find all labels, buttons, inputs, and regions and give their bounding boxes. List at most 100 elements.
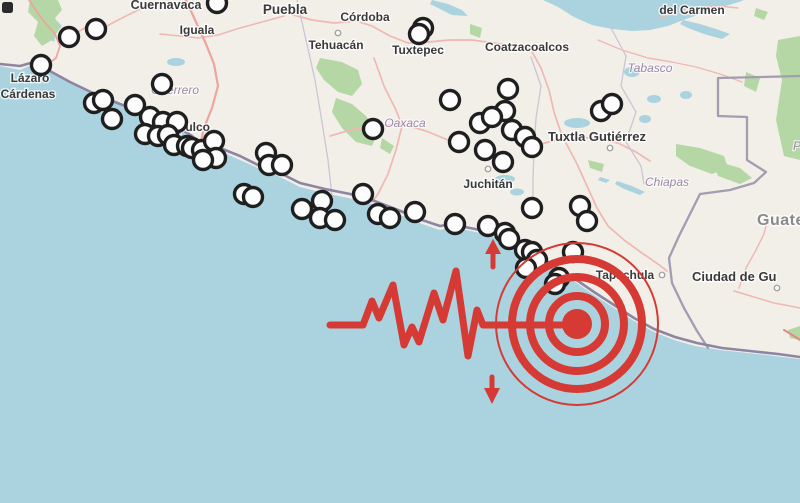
earthquake-marker[interactable] (447, 130, 471, 154)
epicenter-ring (545, 292, 609, 356)
map-label: Chiapas (645, 175, 689, 189)
earthquake-marker[interactable] (205, 0, 229, 15)
epicenter-ring (526, 273, 628, 375)
lake (680, 91, 692, 99)
earthquake-marker[interactable] (520, 135, 544, 159)
earthquake-marker[interactable] (378, 206, 402, 230)
earthquake-marker[interactable] (57, 25, 81, 49)
map-label: Córdoba (340, 10, 390, 24)
earthquake-marker[interactable] (84, 17, 108, 41)
country-border (667, 74, 800, 350)
town-dot (606, 144, 614, 152)
earthquake-marker[interactable] (491, 150, 515, 174)
road (28, 0, 61, 65)
earthquake-marker[interactable] (403, 200, 427, 224)
up-arrow-icon (485, 239, 501, 254)
road (371, 57, 403, 203)
lake (167, 58, 185, 66)
forest-area (776, 36, 800, 160)
road (289, 13, 531, 49)
map-label: Puebla (263, 2, 308, 17)
lake (495, 175, 515, 183)
lake (598, 177, 610, 183)
earthquake-marker[interactable] (520, 196, 544, 220)
town-dot (484, 165, 492, 173)
road (657, 5, 739, 19)
map-label: Pe (793, 139, 800, 153)
lake (564, 118, 590, 128)
road (529, 47, 565, 142)
forest-area (754, 8, 768, 20)
lake (510, 188, 524, 196)
forest-area (788, 326, 800, 340)
lake (680, 20, 730, 39)
earthquake-marker[interactable] (191, 148, 215, 172)
map-label: Oaxaca (384, 116, 426, 130)
earthquake-marker[interactable] (290, 197, 314, 221)
earthquake-marker[interactable] (438, 88, 462, 112)
map-label: Tuxtla Gutiérrez (548, 129, 647, 144)
gulf-of-mexico (543, 0, 744, 31)
lake (615, 181, 645, 195)
map-label: Cuernavaca (131, 0, 203, 12)
earthquake-marker[interactable] (600, 92, 624, 116)
earthquake-marker[interactable] (407, 22, 431, 46)
map-label: Ciudad de Gu (692, 269, 777, 284)
epicenter-dot (562, 309, 592, 339)
earthquake-marker[interactable] (323, 208, 347, 232)
pacific-ocean (0, 64, 800, 503)
town-dot (658, 271, 666, 279)
map-label: Tabasco (628, 61, 673, 75)
road (783, 329, 800, 341)
earthquake-marker[interactable] (123, 93, 147, 117)
road (565, 142, 668, 272)
earthquake-marker[interactable] (100, 107, 124, 131)
corner-artifact-badge (2, 2, 13, 13)
road (733, 290, 800, 309)
earthquake-marker[interactable] (351, 182, 375, 206)
earthquake-alert-icon (326, 239, 659, 406)
down-arrow-icon (484, 388, 500, 404)
earthquake-marker[interactable] (91, 88, 115, 112)
lake (624, 67, 640, 77)
epicenter-ring (495, 242, 659, 406)
earthquake-marker[interactable] (514, 256, 538, 280)
road (533, 136, 651, 162)
earthquake-marker[interactable] (29, 53, 53, 77)
map-label: Tehuacán (308, 38, 363, 52)
state-border (610, 27, 645, 185)
lake (639, 115, 651, 123)
earthquake-marker[interactable] (496, 77, 520, 101)
forest-area (712, 160, 752, 184)
map-label: Juchitán (463, 177, 512, 191)
epicenter-ring (508, 255, 646, 393)
earthquake-marker[interactable] (575, 209, 599, 233)
earthquake-marker[interactable] (497, 227, 521, 251)
road (597, 39, 743, 83)
forest-area (588, 160, 604, 172)
earthquake-marker[interactable] (443, 212, 467, 236)
state-border (296, 0, 333, 197)
lake (430, 0, 468, 16)
map-label: Guatema (757, 212, 800, 229)
road (738, 217, 769, 289)
earthquake-marker[interactable] (150, 72, 174, 96)
earthquake-marker[interactable] (270, 153, 294, 177)
earthquake-marker[interactable] (473, 138, 497, 162)
map-label: Cárdenas (1, 87, 56, 101)
earthquake-marker[interactable] (241, 185, 265, 209)
map-label: Tuxtepec (392, 43, 444, 57)
earthquake-marker[interactable] (480, 105, 504, 129)
road (184, 0, 220, 148)
town-dot (773, 284, 781, 292)
road (159, 15, 285, 39)
forest-area (380, 138, 394, 154)
earthquake-marker[interactable] (361, 117, 385, 141)
town-dot (334, 29, 342, 37)
forest-area (470, 24, 482, 38)
map-label: Coatzacoalcos (485, 40, 569, 54)
seismogram-waveform-icon (326, 267, 581, 360)
map-label: del Carmen (659, 3, 724, 17)
